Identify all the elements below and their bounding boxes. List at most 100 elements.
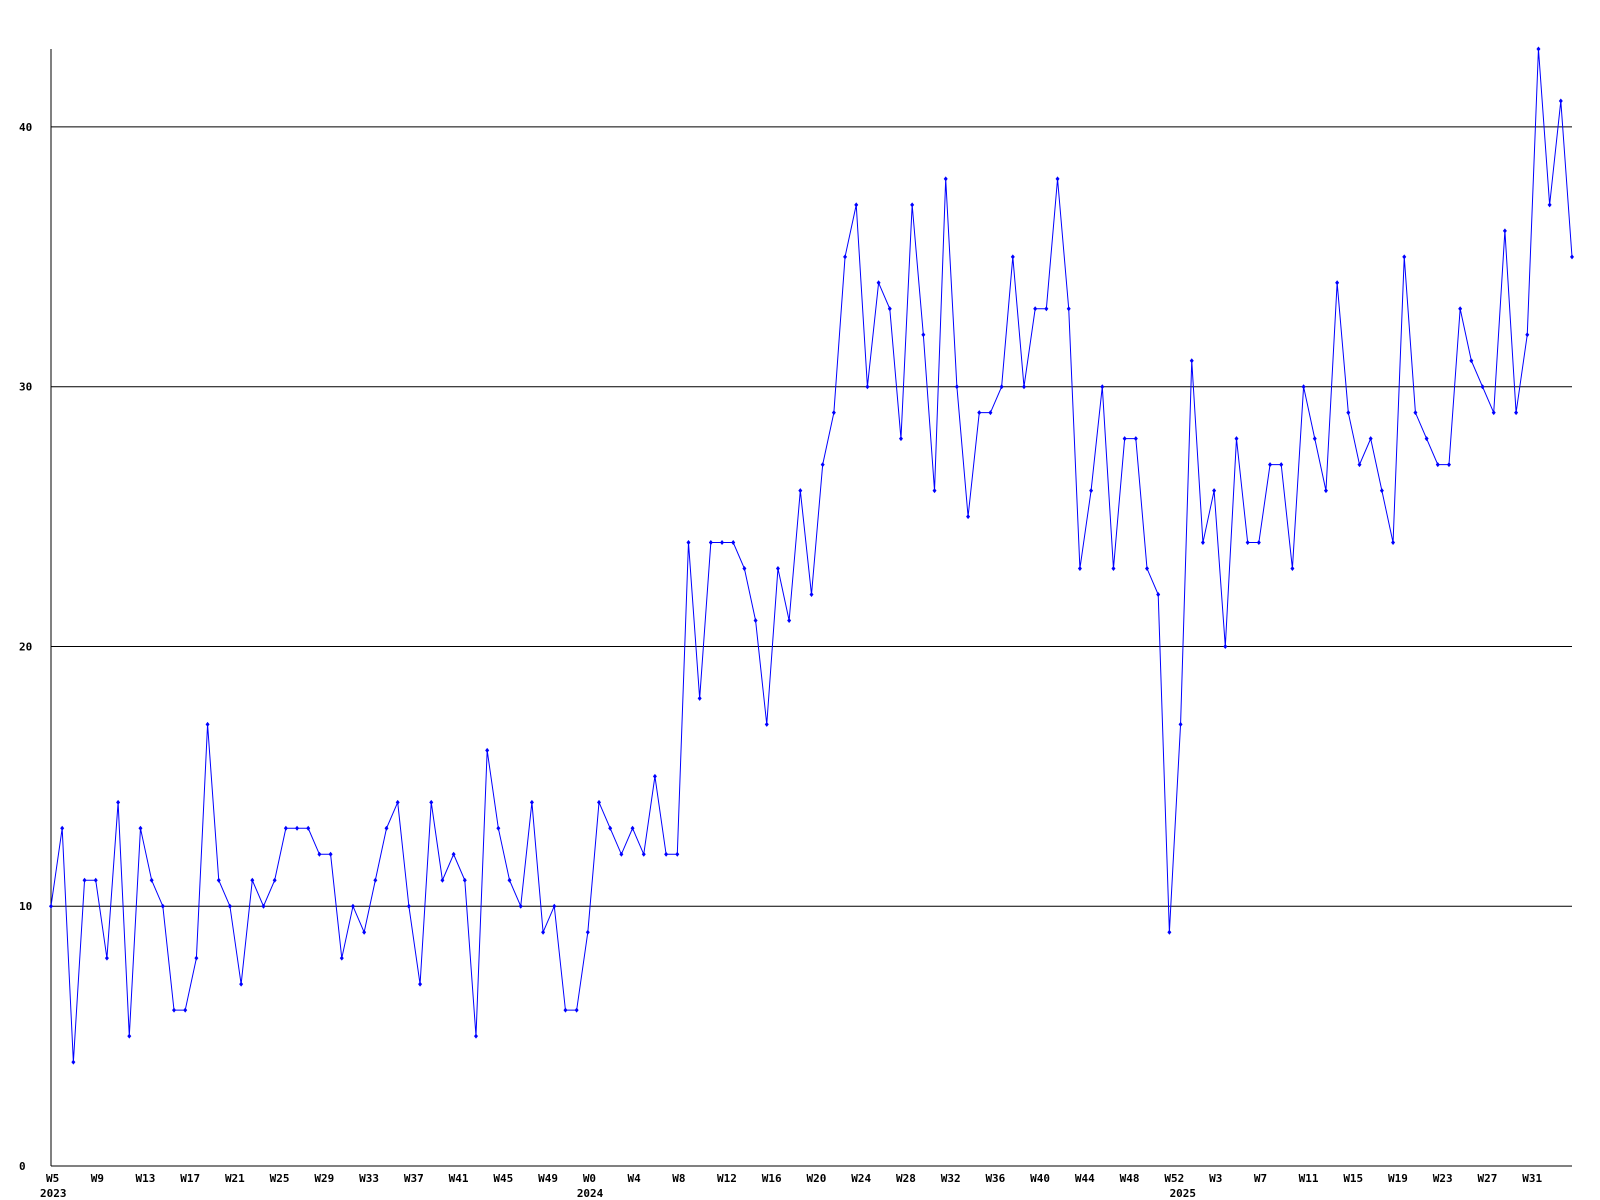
point (1066, 306, 1071, 312)
x-tick-label: W24 (851, 1172, 871, 1185)
x-tick-label: W28 (896, 1172, 916, 1185)
x-tick-label: W21 (225, 1172, 245, 1185)
x-year-label: 2023 (40, 1187, 67, 1200)
x-tick-label: W12 (717, 1172, 737, 1185)
point (82, 877, 87, 883)
point (1446, 462, 1451, 468)
point (194, 955, 199, 961)
point (104, 955, 109, 961)
point (49, 903, 53, 909)
point (384, 825, 389, 831)
x-tick-label: W52 (1164, 1172, 1184, 1185)
line (50, 48, 1573, 1063)
y-tick-label: 10 (19, 900, 32, 913)
point (753, 617, 758, 623)
point (395, 799, 400, 805)
point (809, 592, 814, 598)
point (921, 332, 926, 338)
point (1100, 384, 1105, 390)
point (1413, 410, 1418, 416)
point (1357, 462, 1362, 468)
point (652, 773, 657, 779)
point (1156, 592, 1161, 598)
y-tick-label: 40 (19, 121, 32, 134)
point (295, 825, 300, 831)
x-tick-label: W7 (1254, 1172, 1267, 1185)
point (71, 1059, 76, 1065)
point (261, 903, 266, 909)
point (227, 903, 232, 909)
point (362, 929, 367, 935)
point (820, 462, 825, 468)
point (798, 488, 803, 494)
point (1312, 436, 1317, 442)
point (1021, 384, 1026, 390)
point (1323, 488, 1328, 494)
x-tick-label: W5 (46, 1172, 59, 1185)
point (675, 851, 680, 857)
point (183, 1007, 188, 1013)
point (1245, 540, 1250, 546)
y-tick-label: 20 (19, 640, 32, 653)
point (630, 825, 635, 831)
point (1424, 436, 1429, 442)
point (216, 877, 221, 883)
x-tick-label: W0 (583, 1172, 596, 1185)
point (999, 384, 1004, 390)
point (1558, 98, 1563, 104)
point (373, 877, 378, 883)
point (149, 877, 154, 883)
point (1547, 202, 1552, 208)
point (641, 851, 646, 857)
point (854, 202, 859, 208)
point (1234, 436, 1239, 442)
point (876, 280, 881, 286)
x-tick-label: W41 (449, 1172, 469, 1185)
point (138, 825, 143, 831)
point (1122, 436, 1127, 442)
x-tick-label: W40 (1030, 1172, 1050, 1185)
x-tick-label: W11 (1299, 1172, 1319, 1185)
point (60, 825, 65, 831)
point (1178, 721, 1183, 727)
point (597, 799, 602, 805)
point (462, 877, 467, 883)
point (1223, 643, 1228, 649)
point (127, 1033, 132, 1039)
point (317, 851, 322, 857)
point (1189, 358, 1194, 364)
point (574, 1007, 579, 1013)
point (418, 981, 423, 987)
x-tick-label: W32 (941, 1172, 961, 1185)
point (720, 540, 725, 546)
x-tick-label: W13 (135, 1172, 155, 1185)
x-tick-label: W44 (1075, 1172, 1095, 1185)
x-tick-label: W31 (1522, 1172, 1542, 1185)
point (507, 877, 512, 883)
point (541, 929, 546, 935)
point (1145, 566, 1150, 572)
x-tick-label: W8 (672, 1172, 685, 1185)
point (1335, 280, 1340, 286)
point (1536, 46, 1541, 52)
point (1167, 929, 1172, 935)
x-tick-label: W3 (1209, 1172, 1222, 1185)
point (686, 540, 691, 546)
x-tick-label: W16 (762, 1172, 782, 1185)
y-tick-label: 0 (19, 1160, 26, 1173)
point (306, 825, 311, 831)
point (664, 851, 669, 857)
point (977, 410, 982, 416)
point (1368, 436, 1373, 442)
point (563, 1007, 568, 1013)
point (1458, 306, 1463, 312)
point (440, 877, 445, 883)
x-tick-label: W19 (1388, 1172, 1408, 1185)
x-tick-label: W33 (359, 1172, 379, 1185)
point (1514, 410, 1519, 416)
point (1391, 540, 1396, 546)
x-tick-label: W48 (1120, 1172, 1140, 1185)
point (787, 617, 792, 623)
point (1089, 488, 1094, 494)
